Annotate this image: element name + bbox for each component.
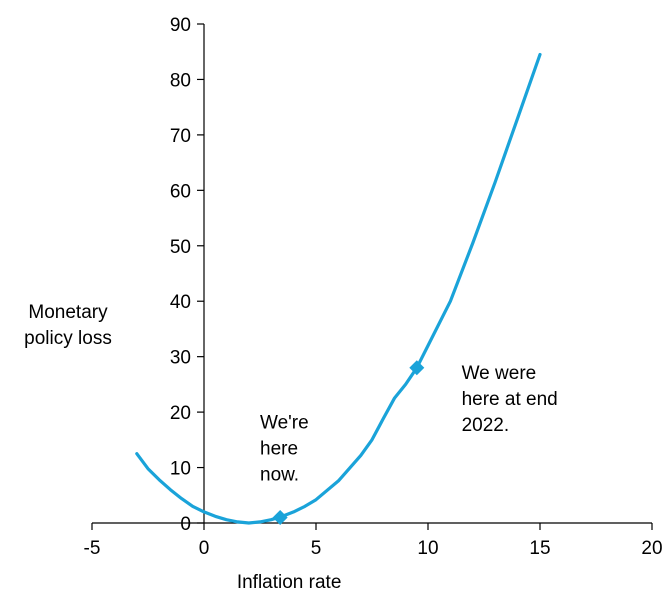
annotation-text: We're here now.	[260, 413, 309, 486]
markers-layer	[272, 360, 425, 525]
annotation-line: We were	[462, 363, 537, 384]
x-tick-label: 10	[417, 538, 438, 559]
series-layer	[135, 52, 542, 525]
x-tick-label: -5	[84, 538, 101, 559]
annotation-line: now.	[260, 465, 299, 486]
x-tick-label: 15	[529, 538, 550, 559]
x-tick-label: 20	[641, 538, 662, 559]
y-axis-title: Monetary policy loss	[24, 302, 112, 349]
x-axis-title: Inflation rate	[237, 572, 342, 593]
y-tick-label: 80	[170, 70, 191, 91]
diamond-marker	[409, 360, 425, 376]
diamond-marker	[272, 509, 288, 525]
tick-labels: -5 0 5 10 15 20 0 10 20 30 40 50 60 70 80 90	[84, 15, 663, 559]
annotation-line: We're	[260, 413, 309, 434]
y-tick-label: 70	[170, 126, 191, 147]
x-tick-label: 0	[199, 538, 210, 559]
axes	[91, 23, 653, 530]
y-tick-label: 20	[170, 403, 191, 424]
y-tick-label: 60	[170, 181, 191, 202]
y-tick-label: 30	[170, 348, 191, 369]
annotation-line: here at end	[462, 389, 558, 410]
y-tick-label: 90	[170, 15, 191, 36]
y-tick-label: 10	[170, 459, 191, 480]
axis-titles: Inflation rate Monetary policy loss	[24, 302, 341, 593]
annotation-text: We were here at end 2022.	[462, 363, 558, 436]
annotations-layer: We're here now. We were here at end 2022.	[260, 363, 558, 486]
annotation-line: here	[260, 439, 298, 460]
y-tick-label: 50	[170, 237, 191, 258]
x-tick-label: 5	[311, 538, 322, 559]
y-tick-label: 0	[180, 514, 191, 535]
annotation-line: 2022.	[462, 415, 510, 436]
y-axis-title-line: Monetary	[28, 302, 108, 323]
y-tick-label: 40	[170, 292, 191, 313]
series-line	[135, 52, 542, 525]
y-axis-title-line: policy loss	[24, 328, 112, 349]
